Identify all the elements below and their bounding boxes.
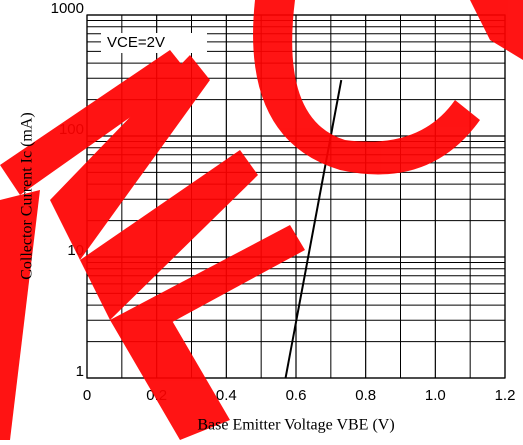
y-tick-label: 1 [76,363,84,380]
y-axis-label: Collector Current Ic (mA) [19,112,36,280]
watermark-shape [470,0,523,60]
watermark-shape [253,0,480,175]
watermark-shape [50,55,210,260]
data-line [284,79,343,379]
x-tick-label: 1.0 [425,387,446,404]
y-tick-label: 1000 [51,0,84,17]
x-tick-label: 0.6 [286,387,307,404]
x-axis-label: Base Emitter Voltage VBE (V) [197,417,394,434]
x-tick-label: 0.4 [216,387,237,404]
annotation-box [101,33,207,53]
x-tick-label: 0.8 [355,387,376,404]
watermark-shape [110,225,305,345]
x-tick-label: 0 [83,387,91,404]
watermark-shape [80,150,258,320]
watermark-shape [0,190,40,440]
x-tick-label: 1.2 [495,387,516,404]
watermark-shape [0,50,190,195]
annotation: VCE=2V [107,34,165,51]
